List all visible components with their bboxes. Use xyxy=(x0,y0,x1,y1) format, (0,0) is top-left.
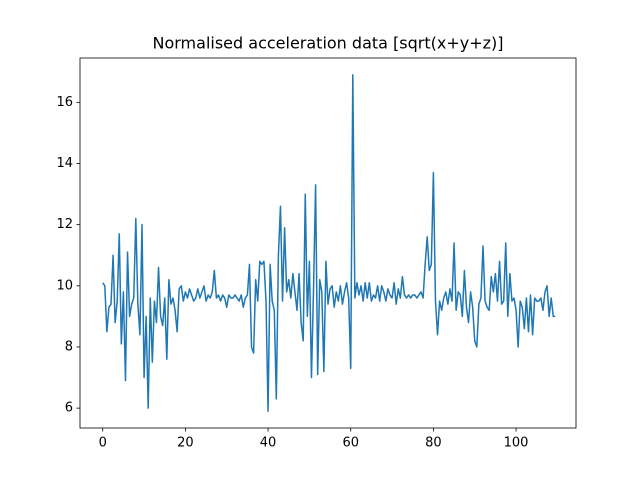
x-tick-label: 40 xyxy=(260,436,277,451)
x-tick-label: 80 xyxy=(425,436,442,451)
y-tick-label: 10 xyxy=(56,278,73,293)
axes-frame xyxy=(79,57,577,429)
y-tick-label: 6 xyxy=(65,401,73,416)
y-tick-label: 12 xyxy=(56,217,73,232)
data-line xyxy=(102,74,556,412)
x-tick-label: 0 xyxy=(99,436,107,451)
chart-title: Normalised acceleration data [sqrt(x+y+z… xyxy=(153,34,504,53)
x-tick-label: 20 xyxy=(177,436,194,451)
x-tick-label: 60 xyxy=(342,436,359,451)
y-tick-label: 14 xyxy=(56,156,73,171)
x-tick-label: 100 xyxy=(504,436,529,451)
y-tick-label: 16 xyxy=(56,95,73,110)
y-tick-label: 8 xyxy=(65,339,73,354)
